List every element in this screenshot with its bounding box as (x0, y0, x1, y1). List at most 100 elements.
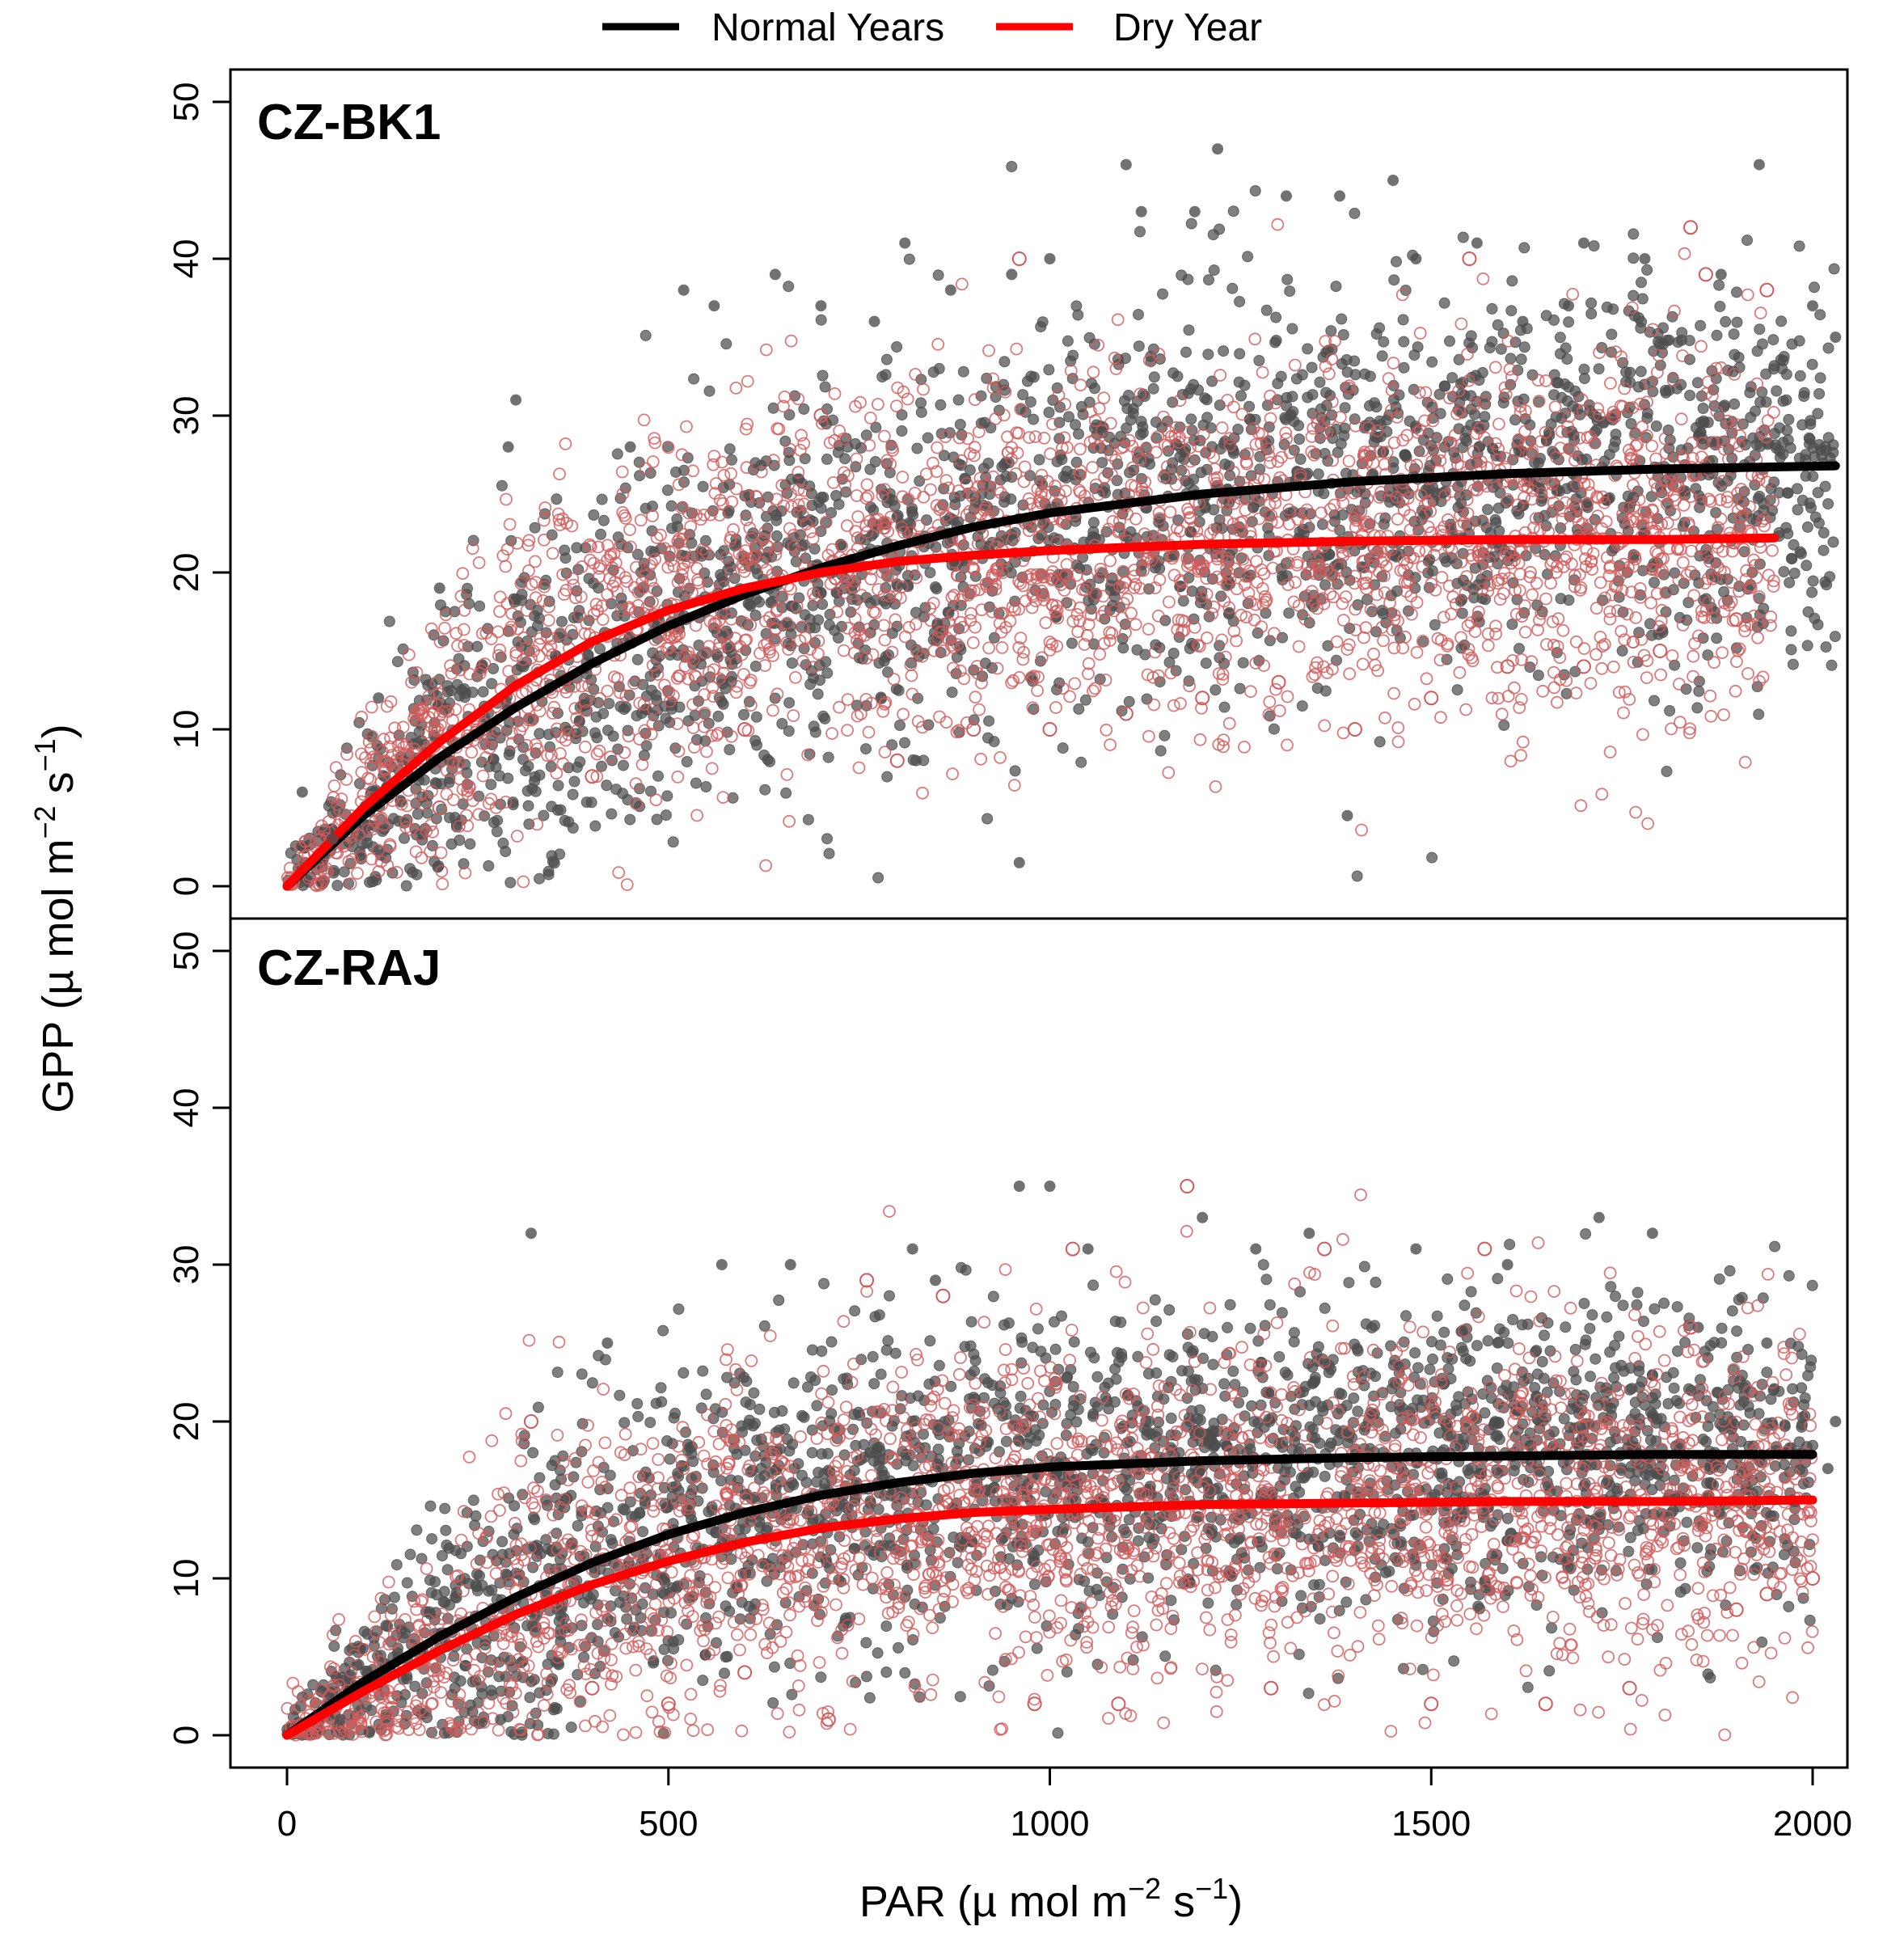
dry-point (1074, 601, 1087, 615)
dry-point (1163, 505, 1177, 519)
normal-point (718, 545, 730, 557)
normal-point (1237, 657, 1249, 669)
normal-point (1234, 348, 1246, 360)
dry-point (896, 471, 910, 484)
normal-point (1787, 658, 1799, 670)
normal-point (661, 790, 673, 802)
dry-point (451, 639, 464, 653)
dry-point (1359, 621, 1373, 635)
normal-point (1480, 594, 1492, 606)
normal-point (932, 269, 944, 281)
dry-point (633, 733, 646, 746)
dry-point (1031, 684, 1044, 697)
normal-point (1798, 391, 1810, 402)
normal-point (1148, 371, 1160, 383)
normal-point (770, 514, 783, 526)
normal-point (1453, 423, 1465, 435)
normal-point (764, 755, 775, 767)
normal-point (808, 672, 820, 684)
dry-point (729, 381, 743, 395)
normal-point (1532, 670, 1544, 682)
normal-point (1155, 745, 1167, 757)
normal-point (1188, 378, 1200, 391)
dry-point (1074, 378, 1087, 392)
normal-point (1218, 701, 1231, 713)
normal-point (1711, 632, 1723, 644)
normal-point (667, 836, 679, 848)
normal-point (921, 514, 933, 526)
dry-point (783, 522, 796, 535)
dry-point (1193, 733, 1207, 746)
normal-point (1286, 391, 1298, 403)
dry-point (1566, 287, 1580, 301)
normal-point (1822, 498, 1834, 510)
dry-point (1039, 616, 1053, 630)
dry-point (1255, 563, 1269, 577)
normal-point (1585, 308, 1598, 319)
dry-point (620, 575, 634, 588)
dry-point (1729, 684, 1742, 698)
normal-point (1793, 240, 1805, 252)
normal-point (812, 688, 824, 700)
normal-point (400, 880, 412, 892)
normal-point (1817, 544, 1830, 556)
normal-point (776, 718, 788, 729)
dry-point (878, 633, 892, 647)
dry-point (1595, 661, 1609, 675)
normal-point (1574, 408, 1586, 420)
dry-point (994, 751, 1007, 764)
normal-point (1505, 353, 1517, 365)
dry-point (789, 671, 802, 684)
normal-point (554, 848, 566, 860)
dry-point (546, 547, 559, 560)
dry-point (584, 553, 597, 567)
normal-point (935, 399, 947, 411)
dry-point (566, 572, 580, 585)
normal-point (1806, 358, 1818, 370)
normal-point (1131, 395, 1143, 408)
normal-point (610, 784, 623, 796)
normal-point (567, 822, 579, 834)
dry-point (705, 762, 719, 775)
dry-point (1674, 412, 1688, 426)
dry-point (517, 875, 530, 889)
normal-point (964, 464, 976, 476)
normal-point (998, 378, 1010, 391)
normal-point (1268, 723, 1280, 735)
normal-point (1702, 649, 1714, 661)
normal-point (823, 847, 835, 860)
normal-point (720, 338, 732, 350)
normal-point (1261, 399, 1273, 412)
normal-point (546, 529, 558, 541)
dry-point (620, 878, 634, 891)
normal-point (1809, 281, 1820, 294)
normal-point (988, 632, 1000, 644)
normal-point (1622, 490, 1634, 502)
dry-point (887, 673, 901, 686)
normal-point (1588, 240, 1600, 252)
dry-point (1129, 512, 1142, 526)
dry-point (559, 437, 572, 450)
normal-point (1307, 389, 1319, 401)
normal-point (1207, 229, 1219, 241)
normal-point (618, 703, 630, 716)
normal-point (1515, 353, 1527, 365)
dry-point (1539, 592, 1552, 606)
normal-point (1784, 442, 1796, 454)
normal-point (1714, 301, 1726, 312)
normal-point (1767, 334, 1779, 346)
normal-point (807, 516, 819, 527)
dry-point (759, 343, 773, 357)
normal-point (611, 448, 623, 460)
dry-point (1100, 723, 1113, 737)
normal-point (1426, 851, 1438, 864)
normal-point (1518, 242, 1530, 254)
normal-point (1359, 368, 1370, 380)
normal-point (1812, 619, 1824, 631)
normal-point (1325, 325, 1337, 337)
normal-point (1674, 611, 1686, 623)
dry-point (1356, 657, 1370, 671)
dry-point (1382, 372, 1395, 386)
dry-point (806, 532, 820, 545)
dry-point (529, 591, 542, 605)
